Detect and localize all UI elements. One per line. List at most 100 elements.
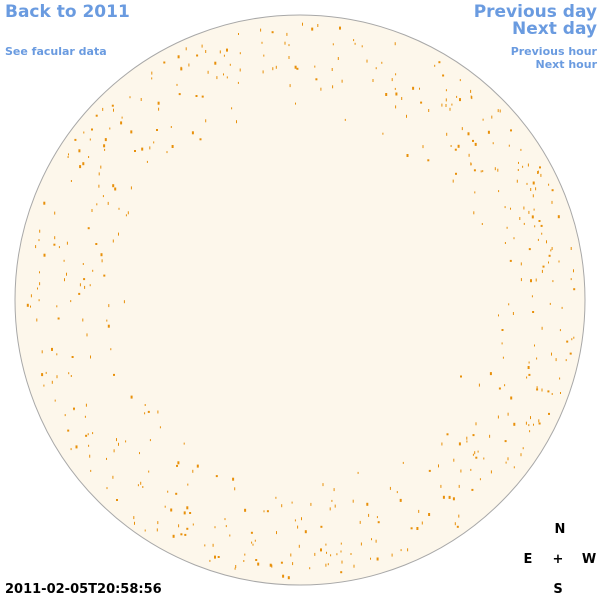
compass-west: W [581,552,597,567]
facula-speck [474,142,477,146]
facula-speck [129,96,131,99]
facula-speck [541,232,543,235]
facula-speck [214,555,216,559]
facula-speck [110,348,112,351]
facula-speck [70,300,72,303]
facula-speck [186,527,189,530]
facula-speck [294,65,297,69]
facula-speck [381,61,383,64]
facula-speck [407,548,409,552]
facula-speck [177,461,180,465]
facula-speck [394,87,396,90]
facula-speck [360,542,362,546]
facula-speck [507,457,509,461]
facula-speck [391,78,393,82]
facula-speck [64,278,65,282]
facula-speck [114,187,117,191]
facula-speck [178,524,180,528]
facula-speck [196,54,199,57]
facula-speck [460,469,462,473]
facula-speck [322,483,324,487]
facula-speck [100,253,103,257]
facula-speck [452,179,454,183]
facula-speck [471,96,473,100]
facula-speck [288,44,290,47]
facula-speck [551,352,552,356]
facula-speck [528,373,531,376]
facula-speck [520,453,522,457]
next-hour-link[interactable]: Next hour [535,58,598,71]
back-year-link[interactable]: Back to 2011 [5,2,130,22]
facula-speck [276,531,277,535]
facular-data-link[interactable]: See facular data [5,45,107,58]
facula-speck [416,527,419,530]
facula-speck [559,329,561,332]
facula-speck [489,372,492,376]
facula-speck [548,261,549,264]
facula-speck [56,305,58,308]
facula-speck [176,464,178,467]
facula-speck [223,54,225,57]
facula-speck [573,288,576,291]
facula-speck [325,563,327,567]
facula-speck [223,73,224,76]
facula-speck [118,232,119,236]
facula-speck [304,530,307,534]
facula-speck [201,95,204,98]
facula-speck [260,28,262,32]
facula-speck [158,107,160,111]
facula-speck [481,223,483,225]
facula-speck [167,490,169,493]
facula-speck [205,50,207,53]
facula-speck [458,442,461,446]
facula-speck [350,553,352,555]
facula-speck [106,457,107,460]
facula-speck [82,162,85,166]
facula-speck [101,259,103,263]
facula-speck [548,254,551,257]
facula-speck [151,71,153,75]
facula-speck [536,388,539,391]
facula-speck [332,43,334,46]
facula-speck [445,104,447,107]
facula-speck [66,272,67,276]
facula-speck [421,521,423,525]
compass-east: E [523,552,533,567]
facula-speck [344,118,346,121]
facula-speck [302,22,303,26]
facula-speck [254,539,256,542]
facula-speck [327,563,329,566]
facula-speck [266,510,269,513]
facula-speck [502,356,504,359]
facula-speck [325,543,327,546]
facula-speck [212,543,214,547]
next-day-link[interactable]: Next day [512,19,597,39]
facula-speck [533,423,534,426]
facula-speck [66,241,68,245]
facula-speck [71,356,74,358]
previous-day-link[interactable]: Previous day [473,2,597,22]
facula-speck [54,399,56,402]
facula-speck [541,326,543,330]
facula-speck [183,511,186,515]
facula-speck [551,393,553,395]
previous-hour-link[interactable]: Previous hour [510,45,597,58]
facula-speck [518,161,519,164]
facula-speck [109,127,111,130]
facula-speck [570,278,572,281]
facula-speck [149,146,151,150]
facula-speck [395,105,397,109]
facula-speck [375,67,377,70]
facula-speck [539,166,541,169]
facula-speck [172,534,175,538]
facula-speck [458,484,460,488]
facula-speck [473,211,475,215]
facula-speck [442,74,445,77]
facula-speck [526,182,528,185]
facula-speck [482,118,484,121]
facula-speck [359,520,361,524]
facula-speck [54,236,56,240]
facula-speck [406,114,407,118]
facula-speck [472,139,474,142]
facula-speck [422,145,424,149]
